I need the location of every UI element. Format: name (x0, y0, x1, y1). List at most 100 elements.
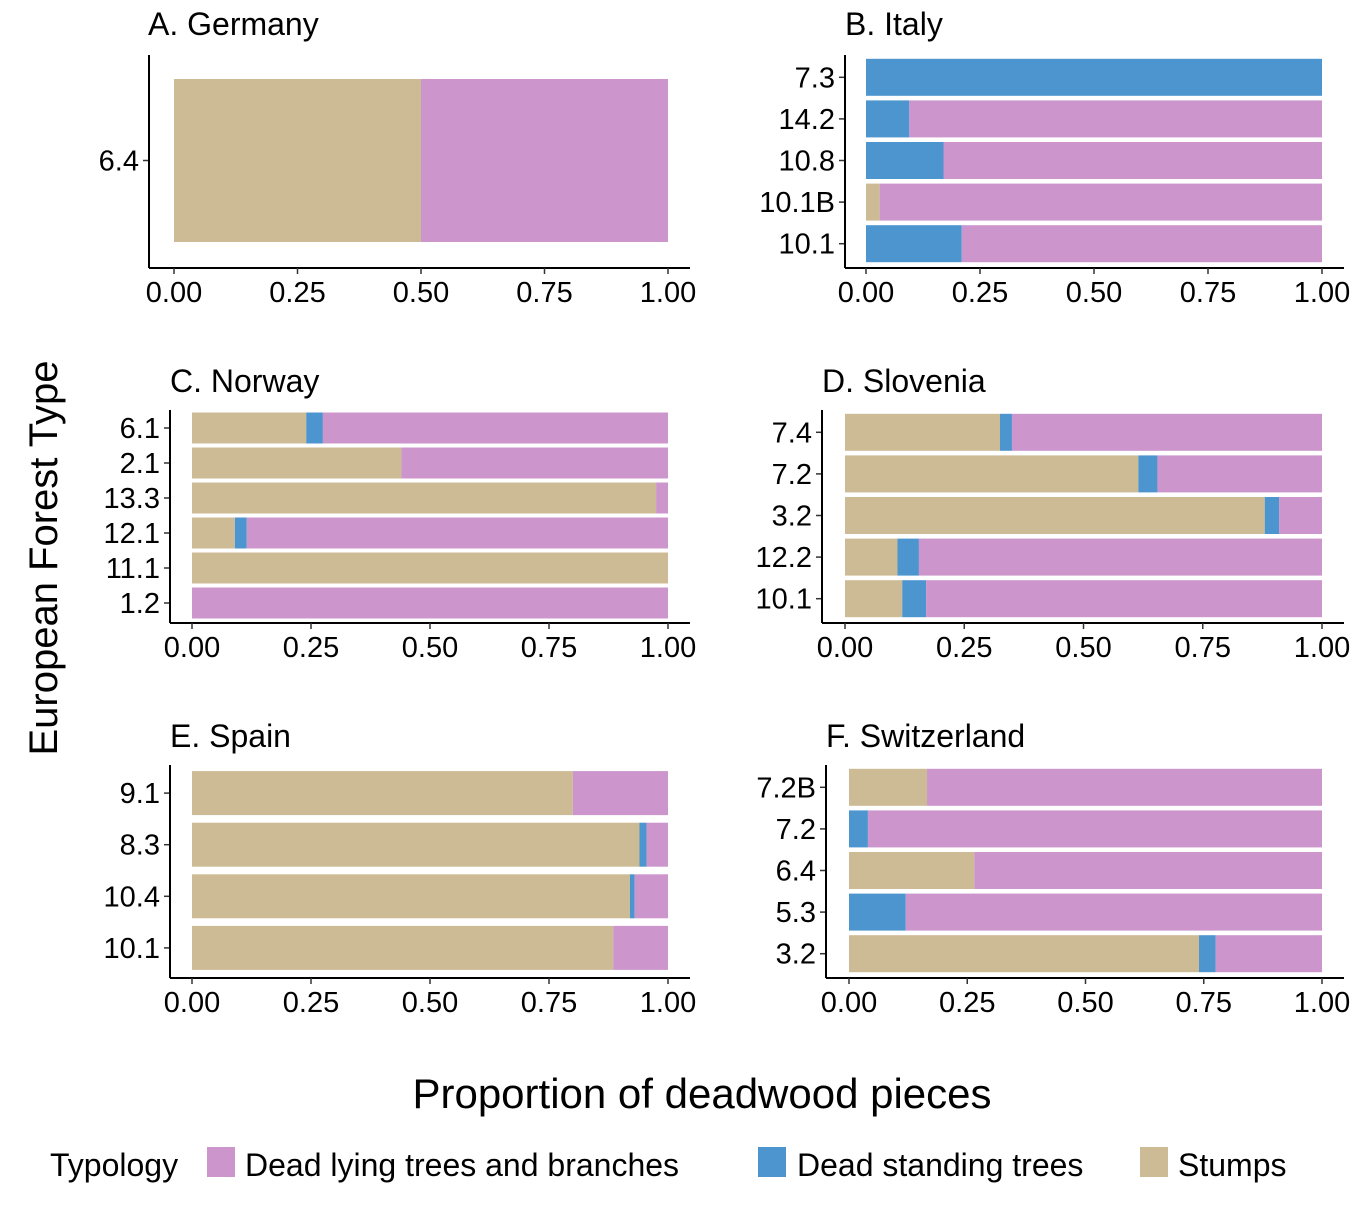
panel-title: A. Germany (148, 6, 319, 42)
bar-segment (905, 893, 1322, 931)
panel-6: F. Switzerland 7.2B 7.2 6.4 5.3 3.20.00 0.25 0.… (756, 718, 1350, 1019)
legend-swatch-standing (758, 1147, 786, 1177)
bar-segment (849, 810, 868, 848)
legend-swatch-lying (207, 1147, 235, 1177)
x-tick-label: 0.25 (269, 277, 325, 309)
bar-segment (322, 412, 668, 444)
y-tick-label: 7.2 (776, 814, 816, 846)
panel-title: E. Spain (170, 718, 291, 754)
y-tick-label: 6.4 (99, 146, 139, 178)
legend-title: Typology (50, 1147, 178, 1183)
bar-segment (926, 580, 1322, 618)
y-tick-label: 12.1 (104, 518, 160, 550)
bar-segment (1279, 497, 1322, 534)
y-tick-label: 10.1 (104, 933, 160, 965)
panels-group: A. Germany 6.4 0.00 0.25 0.50 0.75 1.00 B. Ital… (99, 6, 1351, 1019)
bar-segment (234, 517, 247, 549)
bar-segment (1138, 455, 1158, 493)
panel-4: D. Slovenia 7.4 7.2 3.2 12.2 10.10.00 0.25 0.50… (756, 363, 1351, 664)
x-tick-label: 1.00 (1294, 632, 1350, 664)
x-tick-label: 0.25 (952, 277, 1008, 309)
y-tick-label: 2.1 (120, 448, 160, 480)
bar-segment (1264, 497, 1280, 534)
bar-segment (879, 183, 1322, 221)
panel-3: C. Norway 6.12.113.312.111.11.20.00 0.25 0.… (104, 363, 697, 664)
panel-title: D. Slovenia (822, 363, 986, 399)
legend-label-lying: Dead lying trees and branches (245, 1147, 679, 1183)
x-tick-label: 0.75 (1176, 987, 1232, 1019)
bar-segment (634, 874, 668, 919)
bar-segment (845, 580, 903, 618)
bar-segment (943, 142, 1322, 179)
x-tick-label: 0.00 (146, 277, 202, 309)
legend: Typology Dead lying trees and branches D… (50, 1147, 1286, 1183)
y-tick-label: 1.2 (120, 588, 160, 620)
y-tick-label: 10.1 (779, 229, 835, 261)
bar-segment (192, 412, 307, 444)
x-tick-label: 0.25 (283, 632, 339, 664)
bar-segment (918, 538, 1322, 576)
bar-segment (174, 79, 421, 242)
panel-title: C. Norway (170, 363, 319, 399)
bar-segment (639, 822, 647, 867)
y-tick-label: 13.3 (104, 483, 160, 515)
x-tick-label: 0.75 (1180, 277, 1236, 309)
legend-swatch-stumps (1140, 1147, 1168, 1177)
y-tick-label: 3.2 (776, 939, 816, 971)
x-tick-label: 0.50 (1055, 632, 1111, 664)
bar-segment (1157, 455, 1322, 493)
y-tick-label: 3.2 (772, 501, 812, 533)
y-tick-label: 7.2 (772, 459, 812, 491)
bar-segment (849, 893, 906, 931)
bar-segment (866, 58, 1322, 96)
bar-segment (897, 538, 919, 576)
bar-segment (192, 587, 668, 619)
bar-segment (961, 225, 1322, 263)
x-tick-label: 0.50 (402, 632, 458, 664)
bar-segment (1199, 935, 1216, 973)
bar-segment (629, 874, 635, 919)
bar-segment (866, 225, 962, 263)
bar-segment (866, 100, 910, 138)
y-tick-label: 7.2B (756, 772, 816, 804)
panel-2: B. Italy 7.3 14.2 10.8 10.1B 10.10.00 0.25 0.50… (759, 6, 1350, 309)
x-tick-label: 0.00 (817, 632, 873, 664)
bar-segment (849, 935, 1200, 973)
x-axis-title: Proportion of deadwood pieces (412, 1070, 991, 1117)
bar-segment (306, 412, 323, 444)
bar-segment (849, 852, 975, 889)
y-tick-label: 9.1 (120, 778, 160, 810)
y-tick-label: 7.4 (772, 417, 812, 449)
bar-segment (845, 497, 1265, 534)
bar-segment (866, 183, 880, 221)
y-tick-label: 10.8 (779, 146, 835, 178)
y-tick-label: 14.2 (779, 104, 835, 136)
bar-segment (1000, 413, 1012, 451)
y-tick-label: 10.1B (759, 187, 835, 219)
bar-segment (421, 79, 668, 242)
y-axis-title: European Forest Type (22, 360, 66, 755)
x-tick-label: 1.00 (640, 277, 696, 309)
bar-segment (192, 552, 668, 584)
y-tick-label: 12.2 (756, 542, 812, 574)
x-tick-label: 0.25 (936, 632, 992, 664)
bar-segment (572, 771, 668, 816)
y-tick-label: 5.3 (776, 897, 816, 929)
bar-segment (867, 810, 1322, 848)
bar-segment (909, 100, 1322, 138)
y-tick-label: 10.4 (104, 881, 160, 913)
x-tick-label: 1.00 (640, 632, 696, 664)
bar-segment (246, 517, 669, 549)
bar-segment (845, 455, 1139, 493)
bar-segment (902, 580, 927, 618)
bar-segment (927, 768, 1322, 806)
bar-segment (192, 771, 573, 816)
x-tick-label: 1.00 (640, 987, 696, 1019)
bar-segment (646, 822, 668, 867)
y-tick-label: 11.1 (106, 553, 160, 585)
bar-segment (192, 482, 657, 514)
x-tick-label: 0.50 (402, 987, 458, 1019)
bar-segment (845, 413, 1001, 451)
panel-title: B. Italy (845, 6, 943, 42)
x-tick-label: 1.00 (1294, 987, 1350, 1019)
